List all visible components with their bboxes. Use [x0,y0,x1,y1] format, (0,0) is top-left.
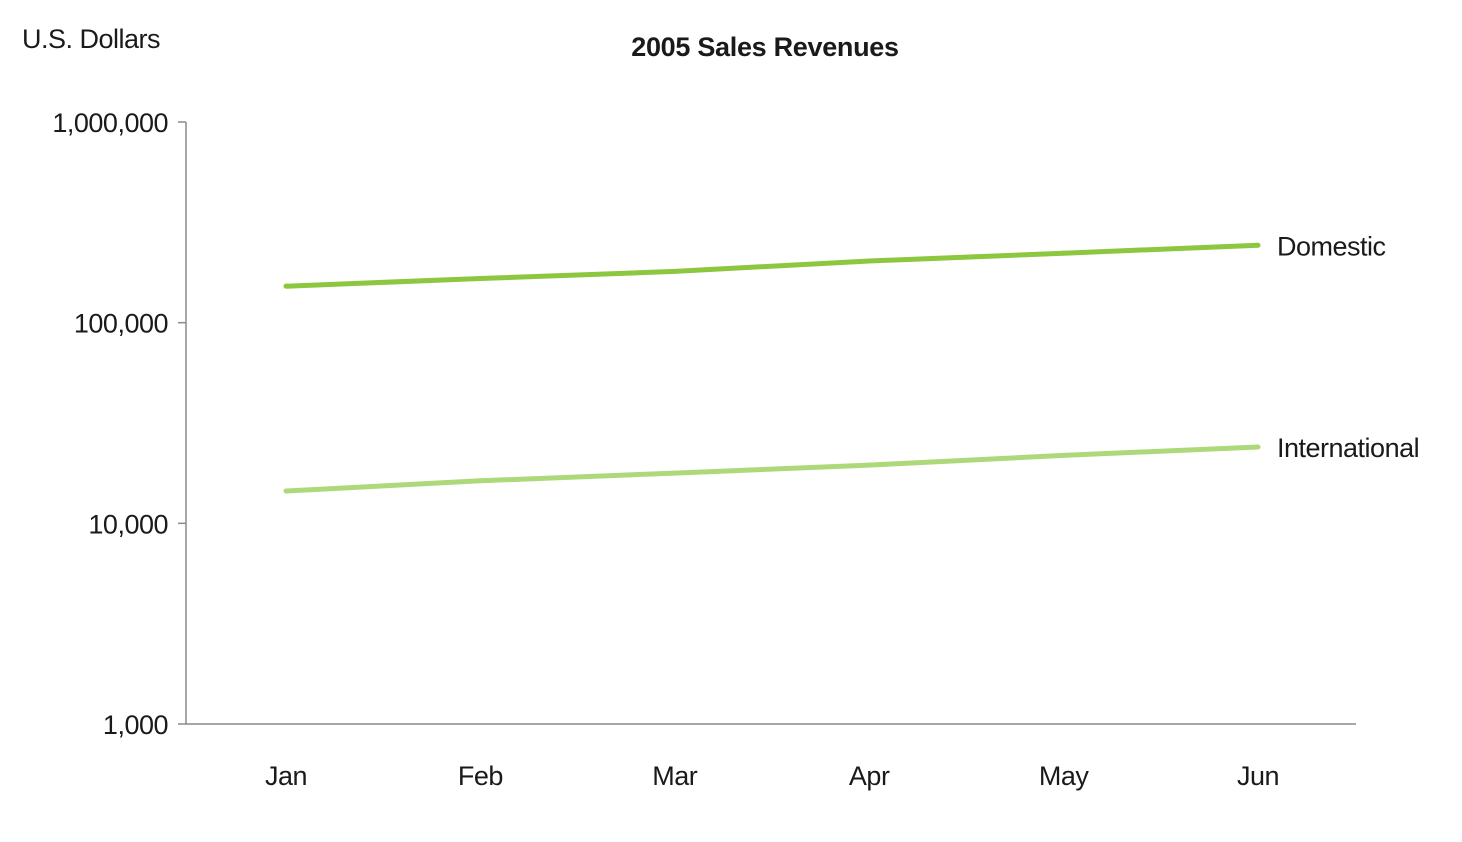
x-tick-label: Jun [1237,761,1279,791]
series-line-international [285,444,1259,494]
data-point-international [1061,452,1067,458]
series-labels: Domestic International [1277,231,1420,463]
y-tick-label: 10,000 [88,509,168,539]
y-tick-label: 1,000 [103,710,168,740]
y-axis-unit-label: U.S. Dollars [22,24,161,54]
x-tick-label: Feb [458,761,503,791]
series-label-international: International [1277,433,1419,463]
data-point-domestic [283,283,289,289]
series-line-domestic [285,242,1259,289]
data-point-international [477,478,483,484]
y-tick-label: 100,000 [74,309,168,339]
data-point-international [283,488,289,494]
x-tick-label: Apr [849,761,890,791]
data-point-domestic [866,258,872,264]
data-point-domestic [1061,250,1067,256]
chart-title: 2005 Sales Revenues [631,32,899,62]
x-tick-label: May [1039,761,1090,791]
data-point-domestic [477,275,483,281]
series-lines [283,242,1261,494]
data-point-international [672,470,678,476]
axes: 1,000 10,000 100,000 1,000,000 Jan Feb Mar Apr M… [52,108,1356,791]
data-point-domestic [672,268,678,274]
x-tick-label: Mar [652,761,698,791]
x-tick-label: Jan [265,761,307,791]
series-label-domestic: Domestic [1277,231,1386,261]
y-tick-label: 1,000,000 [52,108,168,138]
data-point-international [866,462,872,468]
data-point-international [1255,444,1261,450]
data-point-domestic [1255,242,1261,248]
